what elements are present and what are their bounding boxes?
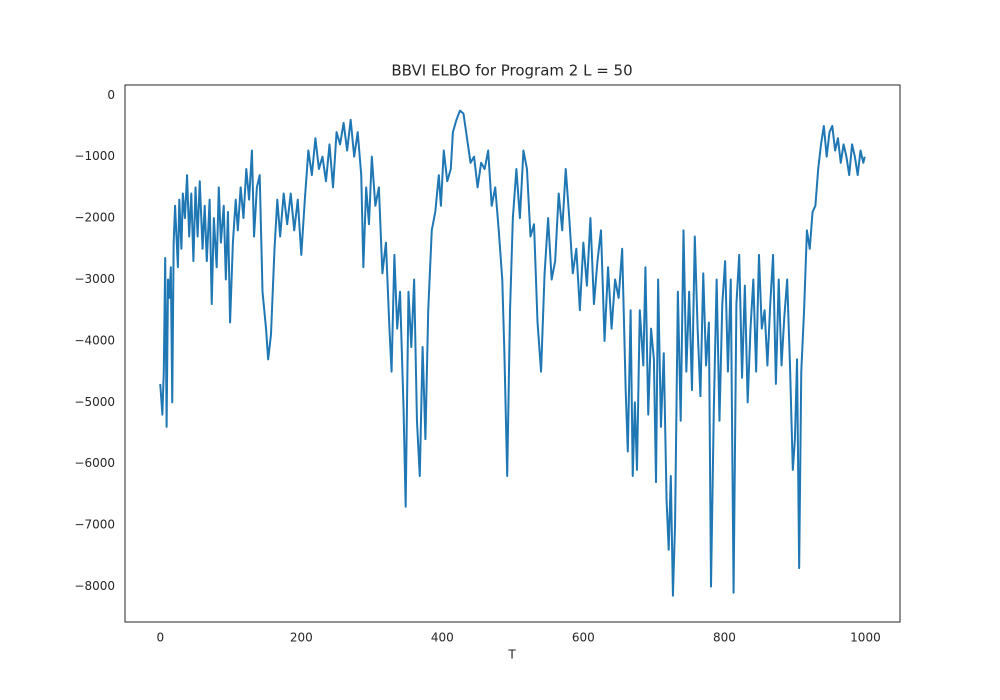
x-tick-label: 600 — [572, 631, 595, 645]
y-tick-label: −1000 — [74, 149, 115, 163]
x-tick-label: 200 — [290, 631, 313, 645]
y-tick-label: −4000 — [74, 333, 115, 347]
x-tick-label: 0 — [156, 631, 164, 645]
chart-title: BBVI ELBO for Program 2 L = 50 — [391, 62, 632, 80]
x-axis-label: T — [507, 648, 516, 662]
y-tick-label: −5000 — [74, 395, 115, 409]
x-tick-label: 400 — [431, 631, 454, 645]
x-tick-label: 1000 — [850, 631, 881, 645]
y-tick-label: −2000 — [74, 211, 115, 225]
data-line — [159, 109, 866, 597]
y-tick-label: −6000 — [74, 456, 115, 470]
y-tick-label: −3000 — [74, 272, 115, 286]
y-tick-label: −7000 — [74, 518, 115, 532]
x-tick-label: 800 — [713, 631, 736, 645]
y-tick-label: 0 — [107, 88, 115, 102]
plot-frame — [124, 84, 901, 623]
y-tick-label: −8000 — [74, 579, 115, 593]
